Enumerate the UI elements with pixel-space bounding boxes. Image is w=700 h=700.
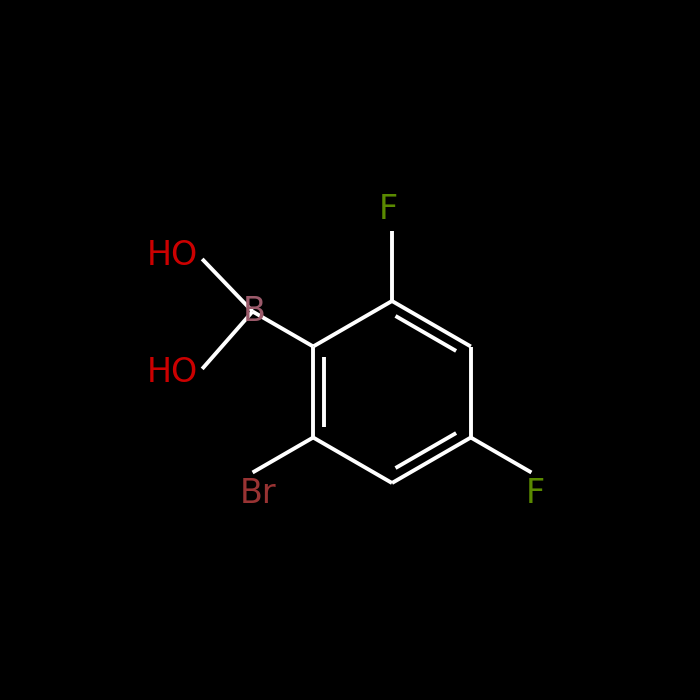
- Text: HO: HO: [147, 356, 198, 389]
- Text: B: B: [243, 295, 266, 328]
- Text: F: F: [525, 477, 545, 510]
- Text: F: F: [379, 193, 398, 227]
- Text: Br: Br: [240, 477, 276, 510]
- Text: HO: HO: [147, 239, 198, 272]
